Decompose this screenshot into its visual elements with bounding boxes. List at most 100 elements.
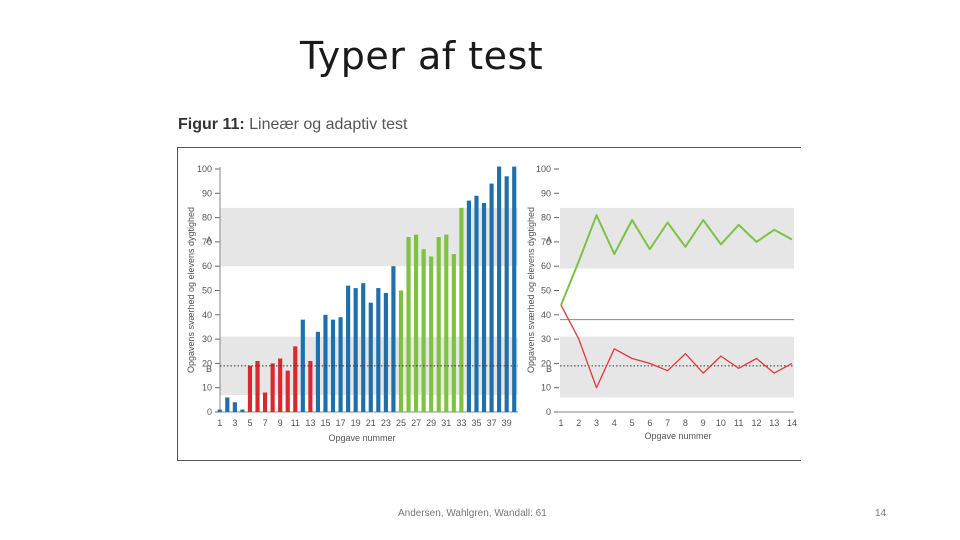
figure-frame	[177, 147, 801, 461]
adaptive-xtick-label: 9	[701, 418, 706, 428]
linear-ytick-label: 20	[202, 358, 212, 368]
figure-name: Lineær og adaptiv test	[249, 116, 408, 133]
adaptive-xtick-label: 1	[558, 418, 563, 428]
adaptive-ytick-label: 100	[536, 164, 551, 174]
linear-bar	[346, 285, 351, 412]
adaptive-refline-label-b: B	[546, 364, 552, 374]
linear-bar	[353, 288, 358, 412]
linear-ytick-label: 70	[202, 237, 212, 247]
adaptive-xtick-label: 11	[734, 418, 743, 428]
slide-title: Typer af test	[300, 34, 544, 78]
linear-ytick-label: 30	[202, 334, 212, 344]
linear-ytick-label: 0	[207, 407, 212, 417]
linear-bar	[398, 290, 404, 412]
linear-ytick-label: 60	[202, 261, 212, 271]
linear-bar	[217, 409, 222, 412]
linear-bar	[368, 302, 373, 412]
adaptive-x-axis-label: Opgave nummer	[644, 431, 711, 441]
linear-xtick-label: 11	[291, 418, 300, 428]
linear-bar	[466, 200, 472, 412]
linear-xtick-label: 23	[381, 418, 391, 428]
linear-xtick-label: 9	[278, 418, 283, 428]
linear-ytick-label: 100	[197, 164, 212, 174]
linear-xtick-label: 7	[263, 418, 268, 428]
adaptive-y-axis-label: Opgavens sværhed og elevens dygtighed	[526, 207, 536, 373]
linear-band-1	[220, 207, 518, 267]
linear-xtick-label: 5	[247, 418, 252, 428]
adaptive-xtick-label: 3	[594, 418, 599, 428]
linear-xtick-label: 1	[217, 418, 222, 428]
linear-xtick-label: 27	[411, 418, 421, 428]
footer-citation: Andersen, Wahlgren, Wandall: 61	[398, 508, 547, 519]
linear-bar	[474, 195, 479, 412]
linear-bar	[315, 331, 321, 412]
page-number: 14	[875, 508, 887, 519]
linear-bar	[285, 370, 290, 412]
linear-bar	[247, 365, 253, 412]
linear-ytick-label: 50	[202, 286, 212, 296]
linear-bar	[406, 237, 411, 412]
linear-bar	[361, 283, 366, 412]
adaptive-series-a	[560, 214, 793, 306]
linear-ytick-label: 40	[202, 310, 212, 320]
adaptive-ytick-label: 50	[541, 286, 551, 296]
linear-bar	[429, 256, 434, 412]
adaptive-xtick-label: 14	[787, 418, 797, 428]
adaptive-refline-label-a: A	[546, 235, 552, 245]
linear-bar	[489, 183, 494, 412]
adaptive-band-1	[560, 207, 794, 269]
linear-xtick-label: 37	[487, 418, 497, 428]
adaptive-ytick-label: 10	[541, 383, 551, 393]
linear-xtick-label: 15	[320, 418, 330, 428]
adaptive-ytick-label: 80	[541, 213, 551, 223]
linear-bar	[270, 363, 275, 412]
linear-ytick-label: 80	[202, 213, 212, 223]
linear-refline-label-b: B	[206, 364, 212, 374]
adaptive-xtick-label: 5	[630, 418, 635, 428]
linear-xtick-label: 13	[305, 418, 315, 428]
adaptive-xtick-label: 6	[647, 418, 652, 428]
linear-bar	[278, 358, 283, 412]
linear-bar	[255, 360, 260, 412]
adaptive-xtick-label: 2	[576, 418, 581, 428]
adaptive-xtick-label: 7	[665, 418, 670, 428]
linear-bar	[232, 402, 237, 412]
adaptive-xtick-label: 8	[683, 418, 688, 428]
linear-xtick-label: 21	[366, 418, 376, 428]
linear-refline-label-a: A	[206, 235, 212, 245]
linear-xtick-label: 29	[426, 418, 436, 428]
linear-bar	[293, 346, 298, 412]
linear-xtick-label: 3	[232, 418, 237, 428]
linear-y-axis-label: Opgavens sværhed og elevens dygtighed	[186, 207, 196, 373]
linear-xtick-label: 19	[351, 418, 361, 428]
linear-bar	[383, 292, 388, 412]
adaptive-ytick-label: 30	[541, 334, 551, 344]
adaptive-ytick-label: 40	[541, 310, 551, 320]
linear-bar	[512, 166, 517, 412]
linear-bar	[338, 317, 343, 412]
linear-xtick-label: 17	[336, 418, 346, 428]
linear-xtick-label: 33	[456, 418, 466, 428]
linear-bar	[391, 266, 396, 412]
figure-title: Figur 11: Lineær og adaptiv test	[178, 116, 407, 134]
figure-label: Figur 11:	[178, 116, 245, 133]
linear-bar	[300, 319, 305, 412]
linear-bar	[459, 207, 464, 412]
linear-bar	[504, 176, 509, 412]
linear-bar	[451, 254, 456, 412]
adaptive-xtick-label: 10	[716, 418, 726, 428]
adaptive-xtick-label: 12	[751, 418, 761, 428]
linear-xtick-label: 25	[396, 418, 406, 428]
adaptive-ytick-label: 90	[541, 188, 551, 198]
linear-bar	[308, 360, 313, 412]
adaptive-band-2	[560, 336, 794, 398]
linear-bar	[497, 166, 502, 412]
linear-bar	[240, 409, 245, 412]
linear-bar	[436, 237, 441, 412]
linear-bar	[262, 392, 268, 412]
adaptive-ytick-label: 60	[541, 261, 551, 271]
linear-ytick-label: 10	[202, 383, 212, 393]
linear-bar	[225, 397, 230, 412]
adaptive-ytick-label: 20	[541, 358, 551, 368]
